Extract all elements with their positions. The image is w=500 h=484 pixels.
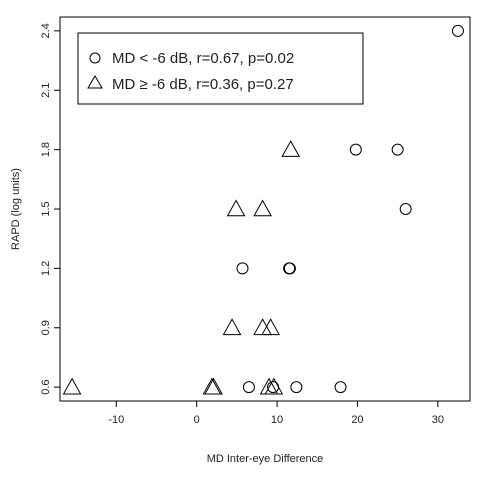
data-point-circle bbox=[334, 381, 347, 394]
legend-triangle-marker bbox=[87, 75, 103, 89]
data-point-triangle bbox=[204, 377, 223, 395]
data-point-triangle bbox=[253, 318, 272, 336]
x-tick-label: 10 bbox=[271, 414, 283, 426]
data-point-circle bbox=[451, 24, 464, 37]
data-point-triangle bbox=[62, 377, 82, 395]
data-point-triangle bbox=[264, 377, 284, 395]
y-tick-label: 1.8 bbox=[40, 142, 52, 157]
data-point-circle bbox=[242, 381, 255, 394]
x-tick-label: 30 bbox=[432, 414, 444, 426]
data-point-triangle bbox=[281, 140, 301, 157]
data-point-circle bbox=[283, 262, 296, 275]
data-point-circle bbox=[283, 262, 296, 275]
y-tick-label: 0.6 bbox=[40, 379, 52, 394]
data-point-circle bbox=[349, 143, 362, 156]
data-points bbox=[62, 24, 464, 395]
legend-label-triangle: MD ≥ -6 dB, r=0.36, p=0.27 bbox=[112, 76, 294, 93]
data-point-circle bbox=[391, 143, 404, 156]
y-axis: 0.6 0.9 1.2 1.5 1.8 2.1 2.4 bbox=[40, 23, 60, 395]
y-tick-label: 0.9 bbox=[40, 320, 52, 335]
y-axis-title: RAPD (log units) bbox=[10, 168, 22, 250]
data-point-circle bbox=[399, 203, 412, 215]
y-tick-label: 1.2 bbox=[40, 261, 52, 276]
legend-box bbox=[77, 32, 364, 105]
legend-circle-marker bbox=[89, 52, 101, 64]
data-point-triangle bbox=[226, 199, 246, 217]
y-tick-label: 2.1 bbox=[40, 83, 52, 98]
x-axis-title: MD Inter-eye Difference bbox=[207, 453, 324, 465]
data-point-circle bbox=[236, 262, 249, 275]
x-tick-label: 0 bbox=[194, 414, 200, 426]
data-point-triangle bbox=[222, 318, 242, 336]
x-tick-label: 20 bbox=[351, 414, 363, 426]
y-tick-label: 1.5 bbox=[40, 201, 52, 216]
y-tick-label: 2.4 bbox=[40, 23, 52, 38]
data-point-circle bbox=[290, 381, 303, 394]
legend-label-circle: MD < -6 dB, r=0.67, p=0.02 bbox=[112, 50, 294, 67]
x-tick-label: -10 bbox=[108, 414, 124, 426]
x-axis: -10 0 10 20 30 bbox=[108, 401, 444, 426]
legend: MD < -6 dB, r=0.67, p=0.02 MD ≥ -6 dB, r… bbox=[77, 32, 364, 105]
data-point-triangle bbox=[261, 318, 280, 336]
data-point-triangle bbox=[253, 199, 272, 217]
